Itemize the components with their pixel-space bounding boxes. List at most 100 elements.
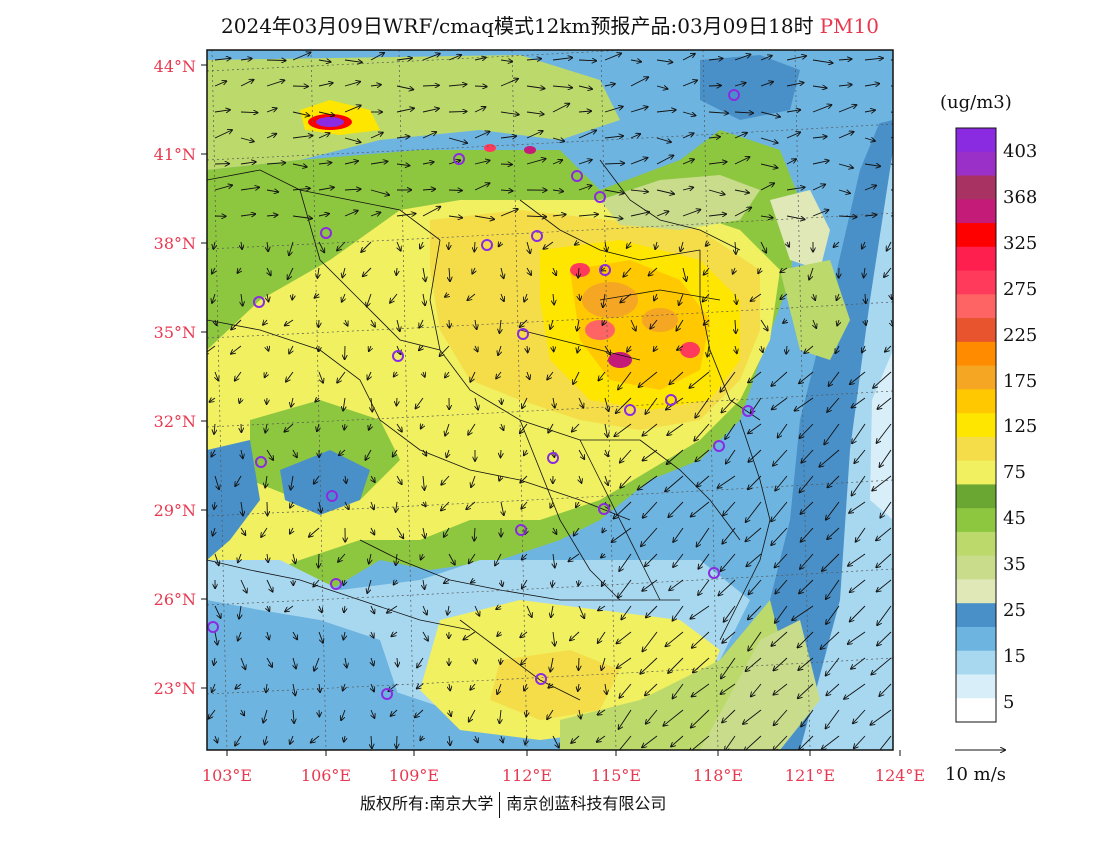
colorbar-label: 15 xyxy=(1003,646,1026,667)
station-marker xyxy=(481,239,493,251)
wind-arrow xyxy=(848,553,866,566)
lon-label: 112°E xyxy=(501,766,553,785)
wind-arrow xyxy=(496,371,502,379)
wind-arrow xyxy=(371,735,372,748)
wind-arrow xyxy=(344,735,345,742)
wind-arrow xyxy=(265,423,267,433)
wind-arrow xyxy=(812,210,829,217)
wind-arrow xyxy=(812,59,833,63)
wind-arrow xyxy=(598,631,606,643)
wind-arrow xyxy=(265,371,267,377)
wind-arrow xyxy=(760,163,778,168)
station-marker xyxy=(708,567,720,579)
copyright: 版权所有:南京大学 南京创蓝科技有限公司 xyxy=(360,790,666,818)
wind-arrow xyxy=(826,501,840,520)
wind-arrow xyxy=(856,527,866,542)
wind-arrow xyxy=(642,631,658,651)
wind-arrow xyxy=(240,162,256,164)
wind-arrow xyxy=(339,449,346,455)
wind-arrow xyxy=(497,632,501,636)
wind-arrow xyxy=(423,372,425,377)
wind-arrow xyxy=(708,214,726,216)
wind-arrow xyxy=(801,709,814,727)
wind-arrow xyxy=(371,709,375,718)
wind-arrow xyxy=(837,319,839,326)
wind-arrow xyxy=(800,501,814,514)
wind-arrow xyxy=(391,709,398,716)
wind-arrow xyxy=(526,709,527,717)
wind-arrow xyxy=(500,319,502,333)
wind-arrow xyxy=(212,293,215,303)
wind-arrow xyxy=(416,397,424,408)
lat-label: 35°N xyxy=(153,323,196,342)
wind-arrow xyxy=(838,85,852,86)
wind-arrow xyxy=(371,527,374,535)
wind-arrow xyxy=(746,527,762,541)
wind-arrow xyxy=(812,105,832,113)
wind-arrow xyxy=(618,371,632,390)
wind-arrow xyxy=(760,319,768,331)
wind-arrow xyxy=(396,553,397,565)
wind-arrow xyxy=(734,54,751,61)
wind-arrow xyxy=(605,423,608,437)
title-pollutant: PM10 xyxy=(819,14,879,38)
wind-arrow xyxy=(500,79,518,87)
wind-arrow xyxy=(215,631,217,645)
wind-arrow xyxy=(826,709,840,729)
wind-arrow xyxy=(500,112,519,115)
wind-arrow xyxy=(266,190,278,192)
wind-arrow xyxy=(669,579,684,590)
wind-arrow xyxy=(627,241,631,248)
wind-arrow xyxy=(760,137,778,143)
wind-reference-label: 10 m/s xyxy=(945,764,1006,785)
wind-arrow xyxy=(370,133,383,139)
wind-arrow xyxy=(235,475,242,486)
wind-arrow xyxy=(682,187,693,190)
wind-arrow xyxy=(771,501,788,521)
wind-arrow xyxy=(239,397,241,403)
wind-arrow xyxy=(578,130,596,139)
wind-arrow xyxy=(734,208,751,217)
wind-arrow xyxy=(773,449,788,466)
wind-arrow xyxy=(423,449,426,456)
colorbar-segment xyxy=(956,199,996,224)
pm10-field xyxy=(207,50,893,750)
wind-arrow xyxy=(708,86,721,87)
wind-arrow xyxy=(605,683,607,694)
wind-arrow xyxy=(799,423,814,438)
wind-arrow xyxy=(371,631,374,638)
wind-arrow xyxy=(573,371,580,384)
wind-arrow xyxy=(235,735,242,746)
wind-arrow xyxy=(449,319,450,328)
wind-arrow xyxy=(870,709,892,725)
wind-arrow xyxy=(799,579,814,593)
wind-arrow xyxy=(578,60,596,61)
wind-arrow xyxy=(267,267,271,275)
wind-arrow xyxy=(887,241,892,251)
station-marker xyxy=(531,230,543,242)
wind-arrow xyxy=(682,210,700,217)
wind-arrow xyxy=(819,449,840,467)
lat-label: 29°N xyxy=(153,501,196,520)
wind-arrow xyxy=(848,631,866,644)
wind-arrow xyxy=(314,475,320,484)
wind-arrow xyxy=(371,683,374,691)
wind-arrow xyxy=(751,293,762,301)
wind-arrow xyxy=(474,160,490,165)
wind-arrow xyxy=(704,319,710,325)
wind-arrow xyxy=(293,683,295,695)
wind-arrow xyxy=(630,77,648,87)
wind-arrow xyxy=(552,214,566,216)
wind-arrow xyxy=(577,319,579,331)
wind-arrow xyxy=(708,137,720,138)
wind-arrow xyxy=(722,527,736,544)
wind-arrow xyxy=(240,59,252,61)
wind-arrow xyxy=(669,371,684,384)
wind-arrow xyxy=(240,187,259,190)
station-marker xyxy=(599,264,611,276)
wind-arrow xyxy=(318,214,329,216)
station-marker xyxy=(320,227,332,239)
wind-arrow xyxy=(526,86,545,89)
wind-arrow xyxy=(799,735,814,750)
